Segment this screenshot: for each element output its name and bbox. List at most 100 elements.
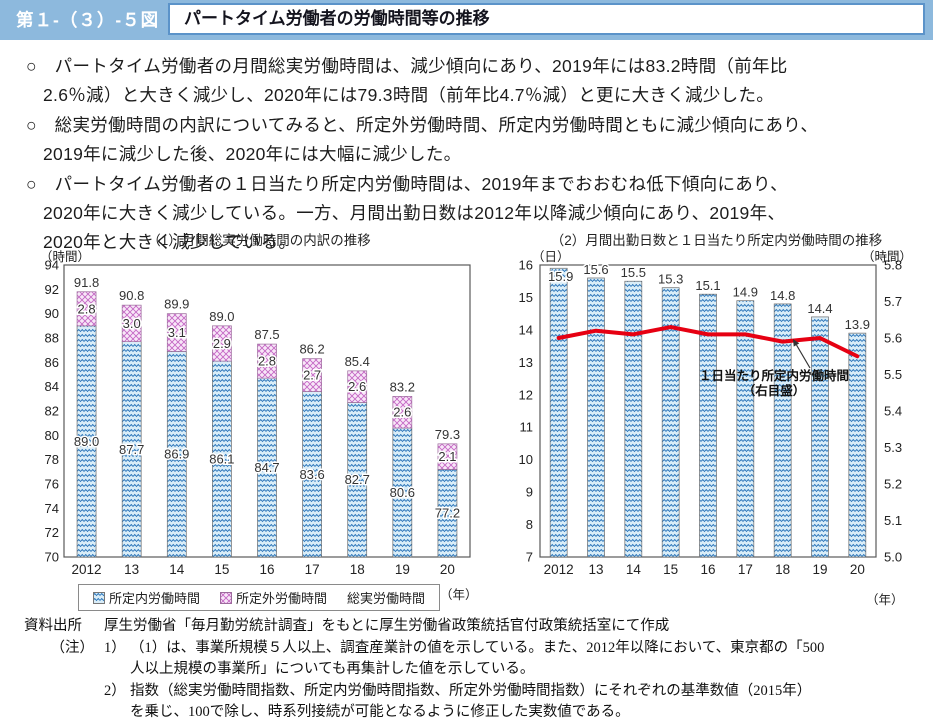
svg-text:17: 17 [738, 562, 753, 577]
svg-text:15.6: 15.6 [583, 262, 608, 277]
svg-text:2.9: 2.9 [213, 336, 231, 351]
summary-bullet-3: ○ パートタイム労働者の１日当たり所定内労働時間は、2019年までおおむね低下傾… [26, 174, 788, 252]
svg-text:7: 7 [526, 550, 533, 565]
svg-text:87.5: 87.5 [254, 327, 279, 342]
svg-text:2.8: 2.8 [78, 301, 96, 316]
svg-text:5.7: 5.7 [884, 294, 902, 309]
note-1-number: 1） [104, 639, 126, 656]
page-title: パートタイム労働者の労働時間等の推移 [184, 9, 490, 28]
svg-text:20: 20 [850, 562, 865, 577]
svg-text:20: 20 [440, 562, 455, 577]
svg-text:13: 13 [519, 355, 533, 370]
svg-text:89.0: 89.0 [209, 309, 234, 324]
chart2-year-unit-label: （年） [866, 593, 904, 607]
summary-bullet-2: ○ 総実労働時間の内訳についてみると、所定外労働時間、所定内労働時間ともに減少傾… [26, 115, 819, 164]
svg-text:16: 16 [700, 562, 715, 577]
svg-text:84: 84 [45, 379, 59, 394]
svg-text:70: 70 [45, 550, 59, 565]
svg-text:14.9: 14.9 [733, 285, 758, 300]
svg-text:80.6: 80.6 [390, 485, 415, 500]
note-1: 1） （1）は、事業所規模５人以上、調査産業計の値を示している。また、2012年… [104, 638, 824, 681]
svg-text:86: 86 [45, 355, 59, 370]
svg-text:89.9: 89.9 [164, 297, 189, 312]
chart1-year-unit-label: （年） [440, 588, 478, 602]
svg-text:86.9: 86.9 [164, 447, 189, 462]
svg-text:18: 18 [350, 562, 365, 577]
svg-text:80: 80 [45, 428, 59, 443]
svg-text:86.1: 86.1 [209, 452, 234, 467]
blue-pattern-swatch-icon [92, 591, 105, 604]
svg-text:14.4: 14.4 [807, 301, 832, 316]
header-band: 第１-（３）-５図 パートタイム労働者の労働時間等の推移 [0, 0, 933, 40]
svg-text:17: 17 [305, 562, 320, 577]
svg-text:12: 12 [519, 387, 533, 402]
source-text: 厚生労働省「毎月勤労統計調査」をもとに厚生労働省政策統括官付政策統括室にて作成 [104, 618, 670, 634]
svg-text:14: 14 [169, 562, 185, 577]
line-series-annotation: １日当たり所定内労働時間 （右目盛） [698, 369, 849, 398]
svg-text:10: 10 [519, 452, 533, 467]
note-2: 2） 指数（総実労働時間指数、所定内労働時間指数、所定外労働時間指数）にそれぞれ… [104, 681, 811, 721]
svg-text:15.5: 15.5 [621, 265, 646, 280]
svg-text:14.8: 14.8 [770, 288, 795, 303]
svg-text:76: 76 [45, 477, 59, 492]
svg-text:15.9: 15.9 [548, 269, 573, 284]
svg-text:9: 9 [526, 485, 533, 500]
note-row-1: （注） 1） （1）は、事業所規模５人以上、調査産業計の値を示している。また、2… [24, 638, 929, 681]
svg-text:2.7: 2.7 [303, 368, 321, 383]
svg-text:86.2: 86.2 [299, 342, 324, 357]
svg-text:85.4: 85.4 [345, 354, 370, 369]
svg-text:82.7: 82.7 [345, 472, 370, 487]
svg-text:3.1: 3.1 [168, 325, 186, 340]
chart1-legend-box: 所定内労働時間 所定外労働時間 総実労働時間 [77, 584, 441, 611]
legend-label: 所定外労働時間 [235, 591, 327, 606]
svg-text:18: 18 [775, 562, 790, 577]
source-row: 資料出所 厚生労働省「毎月勤労統計調査」をもとに厚生労働省政策統括官付政策統括室… [24, 616, 929, 638]
svg-text:5.6: 5.6 [884, 331, 902, 346]
note-1-text: （1）は、事業所規模５人以上、調査産業計の値を示している。また、2012年以降に… [130, 639, 825, 678]
svg-text:84.7: 84.7 [254, 460, 279, 475]
chart2-left-unit-label: （日） [532, 250, 570, 264]
svg-text:2012: 2012 [544, 562, 574, 577]
svg-text:16: 16 [259, 562, 274, 577]
svg-text:88: 88 [45, 331, 59, 346]
svg-text:5.4: 5.4 [884, 404, 902, 419]
source-label: 資料出所 [24, 618, 82, 634]
legend-item-overtime-hours: 所定外労働時間 [219, 588, 327, 607]
note-2-text: 指数（総実労働時間指数、所定内労働時間指数、所定外労働時間指数）にそれぞれの基準… [130, 682, 812, 721]
svg-text:15: 15 [214, 562, 229, 577]
svg-text:83.2: 83.2 [390, 379, 415, 394]
svg-text:90.8: 90.8 [119, 288, 144, 303]
svg-text:82: 82 [45, 404, 59, 419]
figure-number-badge: 第１-（３）-５図 [16, 10, 160, 30]
svg-text:15.1: 15.1 [695, 278, 720, 293]
svg-text:19: 19 [812, 562, 827, 577]
svg-text:2012: 2012 [72, 562, 102, 577]
figure-title-box: パートタイム労働者の労働時間等の推移 [168, 3, 925, 35]
chart1-y-unit-label: （時間） [40, 250, 91, 264]
legend-label: 所定内労働時間 [108, 591, 200, 606]
svg-text:8: 8 [526, 517, 533, 532]
svg-text:13: 13 [588, 562, 603, 577]
chart1-title: （1）月間総実労働時間の内訳の推移 [147, 233, 371, 248]
svg-text:5.1: 5.1 [884, 513, 902, 528]
note-label: （注） [50, 639, 95, 656]
svg-text:2.8: 2.8 [258, 354, 276, 369]
svg-text:14: 14 [519, 322, 533, 337]
note-2-number: 2） [104, 682, 126, 699]
legend-label: 総実労働時間 [347, 591, 426, 606]
svg-text:15: 15 [663, 562, 678, 577]
svg-text:19: 19 [395, 562, 410, 577]
summary-text: ○ パートタイム労働者の月間総実労働時間は、減少傾向にあり、2019年には83.… [26, 52, 926, 258]
svg-text:92: 92 [45, 282, 59, 297]
svg-text:79.3: 79.3 [435, 427, 460, 442]
svg-text:14: 14 [626, 562, 642, 577]
svg-text:5.2: 5.2 [884, 477, 902, 492]
svg-text:15: 15 [519, 290, 533, 305]
legend-item-total-hours: 総実労働時間 [347, 588, 425, 607]
svg-text:16: 16 [519, 258, 533, 273]
svg-text:2.6: 2.6 [393, 405, 411, 420]
svg-text:5.8: 5.8 [884, 258, 902, 273]
svg-text:72: 72 [45, 525, 59, 540]
summary-bullet-1: ○ パートタイム労働者の月間総実労働時間は、減少傾向にあり、2019年には83.… [26, 56, 788, 105]
